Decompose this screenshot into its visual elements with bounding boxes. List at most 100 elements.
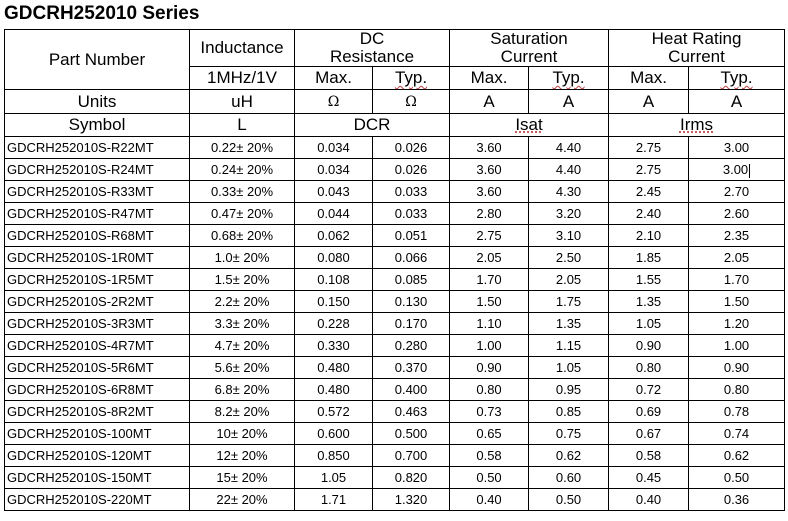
isat-typ-cell: 0.85 [528, 400, 610, 423]
isat-typ-cell: 0.50 [528, 488, 610, 511]
irms-max-cell: 2.45 [608, 180, 690, 203]
dcr-typ-cell: 0.066 [371, 246, 451, 269]
irms-typ-cell: 2.05 [688, 246, 786, 269]
irms-max-cell: 1.35 [608, 290, 690, 313]
heat-rating-current-header-text: Heat Rating Current [651, 29, 742, 66]
inductance-cell: 2.2± 20% [189, 290, 295, 313]
unit-irms-max: A [608, 89, 690, 114]
dcr-typ-cell: 0.280 [371, 334, 451, 357]
isat-max-cell: 3.60 [449, 136, 530, 159]
isat-typ-cell: 4.40 [528, 136, 610, 159]
isat-typ-header-text: Typ. [552, 68, 585, 87]
dcr-typ-cell: 0.033 [371, 202, 451, 225]
irms-typ-cell: 1.50 [688, 290, 786, 313]
dcr-max-cell: 0.108 [294, 268, 373, 291]
inductance-cell: 5.6± 20% [189, 356, 295, 379]
part-number-cell: GDCRH252010S-8R2MT [4, 400, 190, 423]
unit-dcr-typ: Ω [371, 89, 451, 114]
irms-max-cell: 0.90 [608, 334, 690, 357]
symbol-irms: Irms [608, 113, 786, 137]
isat-max-cell: 1.50 [449, 290, 530, 313]
isat-typ-cell: 0.75 [528, 422, 610, 445]
unit-dcr-max: Ω [294, 89, 373, 114]
dcr-typ-cell: 0.370 [371, 356, 451, 379]
isat-typ-cell: 1.75 [528, 290, 610, 313]
part-number-cell: GDCRH252010S-3R3MT [4, 312, 190, 335]
isat-max-cell: 0.50 [449, 466, 530, 489]
dcr-max-cell: 0.228 [294, 312, 373, 335]
isat-typ-cell: 3.20 [528, 202, 610, 225]
irms-typ-cell: 0.80 [688, 378, 786, 401]
unit-irms-typ: A [688, 89, 786, 114]
isat-max-cell: 0.90 [449, 356, 530, 379]
isat-max-cell: 0.58 [449, 444, 530, 467]
dcr-typ-cell: 0.085 [371, 268, 451, 291]
isat-max-cell: 2.80 [449, 202, 530, 225]
isat-typ-cell: 1.35 [528, 312, 610, 335]
dcr-typ-cell: 0.026 [371, 158, 451, 181]
irms-typ-cell: 0.90 [688, 356, 786, 379]
inductance-cell: 3.3± 20% [189, 312, 295, 335]
irms-typ-cell: 2.35 [688, 224, 786, 247]
dcr-max-cell: 0.150 [294, 290, 373, 313]
table-row: GDCRH252010S-1R0MT 1.0± 20% 0.080 0.066 2.05… [4, 246, 786, 269]
dcr-max-cell: 0.034 [294, 136, 373, 159]
part-number-cell: GDCRH252010S-5R6MT [4, 356, 190, 379]
irms-max-cell: 1.05 [608, 312, 690, 335]
part-number-cell: GDCRH252010S-R33MT [4, 180, 190, 203]
heat-rating-current-header: Heat Rating Current [608, 29, 786, 67]
dcr-max-cell: 0.850 [294, 444, 373, 467]
irms-typ-cell: 0.74 [688, 422, 786, 445]
dcr-typ-cell: 0.130 [371, 290, 451, 313]
isat-max-cell: 2.75 [449, 224, 530, 247]
table-row: GDCRH252010S-R47MT 0.47± 20% 0.044 0.033 2.8… [4, 202, 786, 225]
dcr-max-cell: 0.572 [294, 400, 373, 423]
table-row: GDCRH252010S-R22MT 0.22± 20% 0.034 0.026 3.6… [4, 136, 786, 159]
part-number-cell: GDCRH252010S-R47MT [4, 202, 190, 225]
unit-inductance: uH [189, 89, 295, 114]
dcr-max-cell: 0.480 [294, 356, 373, 379]
isat-typ-cell: 2.05 [528, 268, 610, 291]
unit-isat-typ: A [528, 89, 610, 114]
irms-typ-cell: 1.70 [688, 268, 786, 291]
dcr-max-cell: 0.062 [294, 224, 373, 247]
isat-max-cell: 1.10 [449, 312, 530, 335]
isat-max-cell: 3.60 [449, 180, 530, 203]
irms-typ-cell: 1.20 [688, 312, 786, 335]
irms-typ-cell: 2.70 [688, 180, 786, 203]
part-number-cell: GDCRH252010S-100MT [4, 422, 190, 445]
symbol-inductance: L [189, 113, 295, 137]
isat-max-cell: 0.65 [449, 422, 530, 445]
irms-max-cell: 0.67 [608, 422, 690, 445]
irms-typ-cell: 0.36 [688, 488, 786, 511]
inductance-cell: 0.24± 20% [189, 158, 295, 181]
table-row: GDCRH252010S-8R2MT 8.2± 20% 0.572 0.463 0.73… [4, 400, 786, 423]
text-cursor [749, 163, 751, 178]
isat-typ-cell: 0.62 [528, 444, 610, 467]
dcr-max-cell: 1.71 [294, 488, 373, 511]
inductance-condition: 1MHz/1V [189, 66, 295, 90]
table-row: GDCRH252010S-220MT 22± 20% 1.71 1.320 0.40 0.… [4, 488, 786, 511]
symbol-irms-text: Irms [679, 115, 714, 134]
dcr-typ-header: Typ. [371, 66, 451, 90]
table-row: GDCRH252010S-2R2MT 2.2± 20% 0.150 0.130 1.50… [4, 290, 786, 313]
inductance-cell: 1.0± 20% [189, 246, 295, 269]
part-number-cell: GDCRH252010S-R24MT [4, 158, 190, 181]
inductance-cell: 10± 20% [189, 422, 295, 445]
irms-max-cell: 2.75 [608, 136, 690, 159]
dc-resistance-header: DC Resistance [293, 29, 451, 67]
irms-typ-header: Typ. [688, 66, 786, 90]
dcr-typ-cell: 0.463 [371, 400, 451, 423]
document-title: GDCRH252010 Series [4, 3, 200, 24]
dcr-typ-cell: 0.033 [371, 180, 451, 203]
inductance-cell: 6.8± 20% [189, 378, 295, 401]
symbol-isat-text: Isat [515, 115, 543, 134]
inductance-cell: 22± 20% [189, 488, 295, 511]
irms-max-cell: 0.72 [608, 378, 690, 401]
irms-max-cell: 0.40 [608, 488, 690, 511]
table-row: GDCRH252010S-150MT 15± 20% 1.05 0.820 0.50 0.… [4, 466, 786, 489]
irms-max-cell: 0.58 [608, 444, 690, 467]
irms-typ-header-text: Typ. [720, 68, 753, 87]
irms-max-cell: 2.75 [608, 158, 690, 181]
inductance-cell: 8.2± 20% [189, 400, 295, 423]
